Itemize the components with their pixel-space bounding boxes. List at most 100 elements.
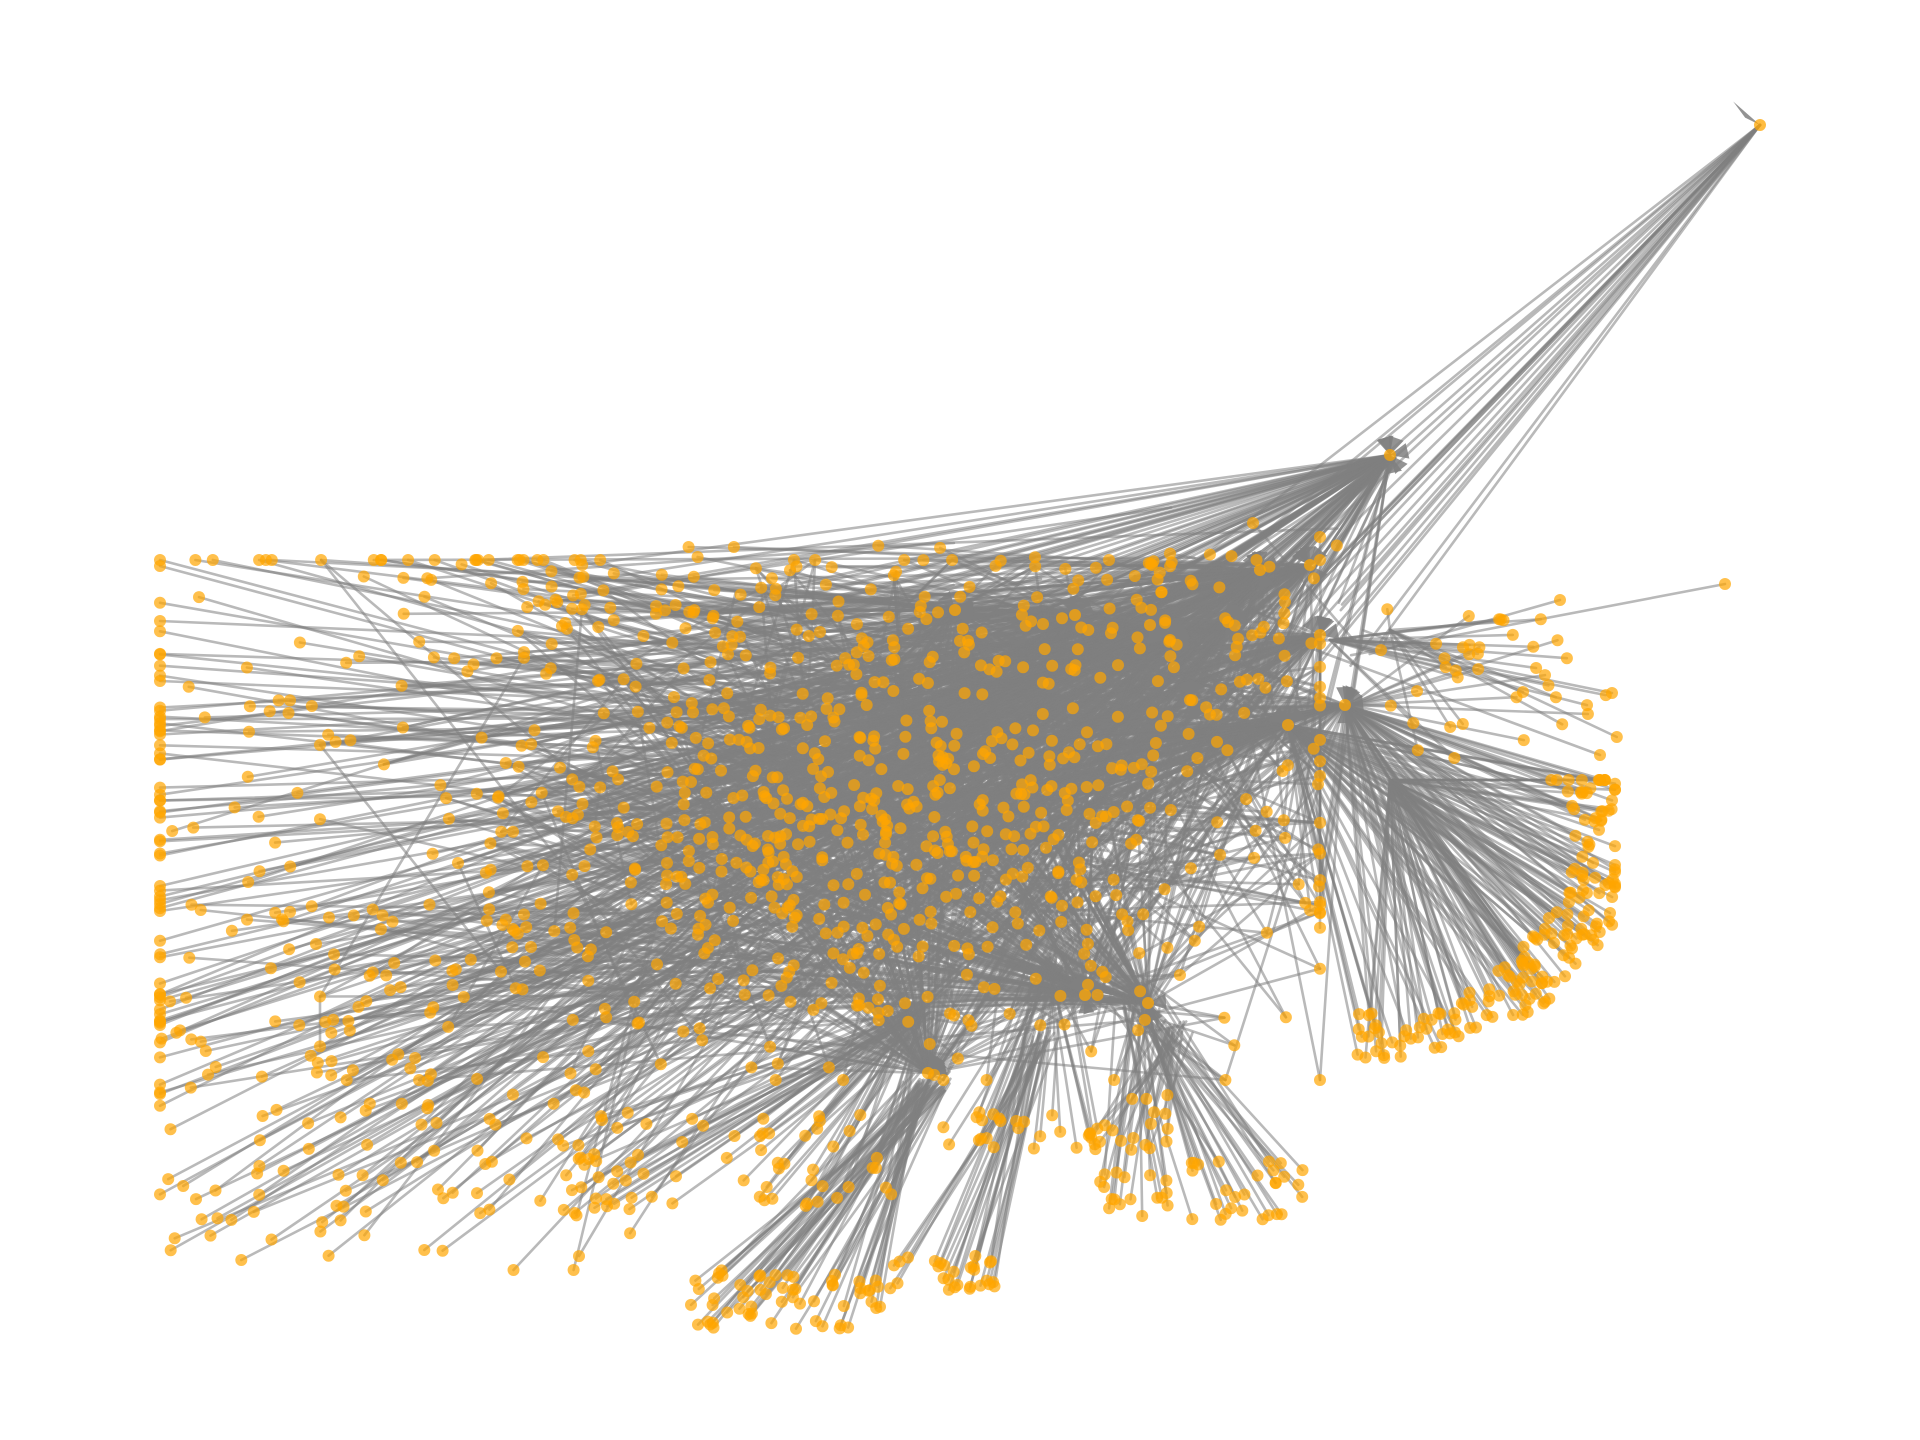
graph-edge [1137,996,1286,1179]
graph-node [699,892,712,905]
graph-node [1214,848,1227,861]
graph-node [1448,752,1461,764]
graph-node [589,734,602,747]
graph-node [384,984,397,997]
graph-node [1486,1010,1499,1023]
graph-node [1203,548,1216,561]
graph-node [600,926,613,939]
graph-node [650,780,663,793]
graph-node [475,731,488,744]
graph-node [976,850,989,863]
graph-node [1083,807,1096,820]
graph-node [1314,699,1326,712]
graph-node [687,570,700,583]
graph-node [243,725,255,738]
graph-node [916,882,929,895]
graph-node [332,1168,345,1181]
graph-node [1094,671,1107,684]
graph-node [1483,983,1496,996]
graph-node [1464,1021,1477,1034]
graph-edge [1280,123,1762,596]
graph-edge [1286,723,1601,782]
graph-node [733,733,745,746]
graph-node [1554,594,1566,606]
graph-edge [364,973,748,1213]
graph-node [340,656,353,669]
graph-node [1228,1039,1241,1052]
graph-node [1569,829,1582,842]
graph-node [697,1119,710,1132]
graph-edge [1249,123,1762,668]
graph-node [999,828,1012,841]
graph-edge [194,945,733,1201]
graph-node [744,742,757,755]
graph-node [1219,1207,1232,1220]
graph-node [1307,572,1320,585]
graph-edge [550,453,1392,588]
graph-node [700,786,713,799]
graph-node [1020,938,1033,951]
graph-node [1562,774,1575,786]
graph-node [1101,573,1114,586]
graph-node [661,766,674,779]
graph-node [789,1283,802,1295]
graph-node [837,1074,850,1086]
graph-node [995,732,1008,745]
graph-node [1174,969,1186,981]
graph-node [1182,727,1195,740]
graph-node [314,738,326,751]
edge-arrow-head [955,609,975,625]
graph-node [1018,788,1031,801]
graph-node [1146,559,1158,571]
graph-edge [953,608,1120,667]
graph-node [397,607,410,620]
graph-node [847,947,859,960]
graph-node [734,829,747,842]
graph-node [334,1111,347,1124]
graph-node [890,565,902,578]
graph-node [582,974,595,987]
graph-node [1257,620,1270,633]
graph-node [547,1097,560,1110]
graph-node [1161,1199,1174,1212]
graph-node [1145,603,1157,616]
graph-node [819,578,832,591]
graph-node [578,860,591,873]
graph-edge [339,902,672,1119]
graph-node [1575,787,1588,800]
graph-node [1247,517,1259,529]
graph-node [948,939,961,952]
graph-node [950,887,962,900]
graph-edge [1343,703,1583,794]
graph-node [185,1033,198,1046]
graph-node [253,1160,266,1172]
graph-node [455,558,468,571]
graph-node [557,1203,570,1216]
graph-edge [476,889,726,1152]
graph-node [1575,922,1588,935]
graph-node [1545,774,1558,786]
graph-node [805,608,818,621]
graph-node [1017,843,1030,856]
graph-node [927,830,940,843]
graph-node [589,1063,602,1076]
graph-hub-node [1069,609,1081,621]
graph-edge [1388,778,1471,994]
graph-node [1432,1007,1445,1020]
graph-node [617,801,630,814]
graph-node [801,800,814,813]
graph-node [678,786,691,799]
graph-node [154,739,166,752]
graph-edge [365,887,794,1147]
graph-node [794,1297,806,1310]
graph-node [1590,920,1602,933]
graph-node [518,908,530,921]
graph-node [831,1191,844,1204]
graph-node [774,807,787,820]
graph-edge [776,1004,859,1065]
graph-node [985,735,998,748]
graph-node [655,568,668,581]
graph-node [367,554,380,566]
graph-node [1024,827,1037,840]
graph-node [954,590,967,603]
